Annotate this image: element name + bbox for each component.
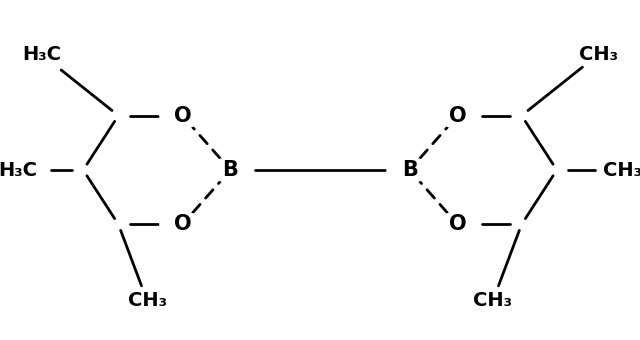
Text: CH₃: CH₃ xyxy=(604,160,640,180)
Text: O: O xyxy=(449,215,467,234)
Text: B: B xyxy=(402,160,417,180)
Circle shape xyxy=(208,158,253,182)
Circle shape xyxy=(160,104,205,128)
Text: O: O xyxy=(173,106,191,125)
Circle shape xyxy=(435,212,480,236)
Circle shape xyxy=(435,104,480,128)
Text: B: B xyxy=(223,160,238,180)
Text: H₃C: H₃C xyxy=(22,45,61,64)
Circle shape xyxy=(387,158,432,182)
Text: CH₃: CH₃ xyxy=(579,45,618,64)
Text: O: O xyxy=(173,215,191,234)
Text: O: O xyxy=(449,106,467,125)
Text: CH₃: CH₃ xyxy=(128,291,166,310)
Text: CH₃: CH₃ xyxy=(474,291,512,310)
Circle shape xyxy=(160,212,205,236)
Text: H₃C: H₃C xyxy=(0,160,36,180)
